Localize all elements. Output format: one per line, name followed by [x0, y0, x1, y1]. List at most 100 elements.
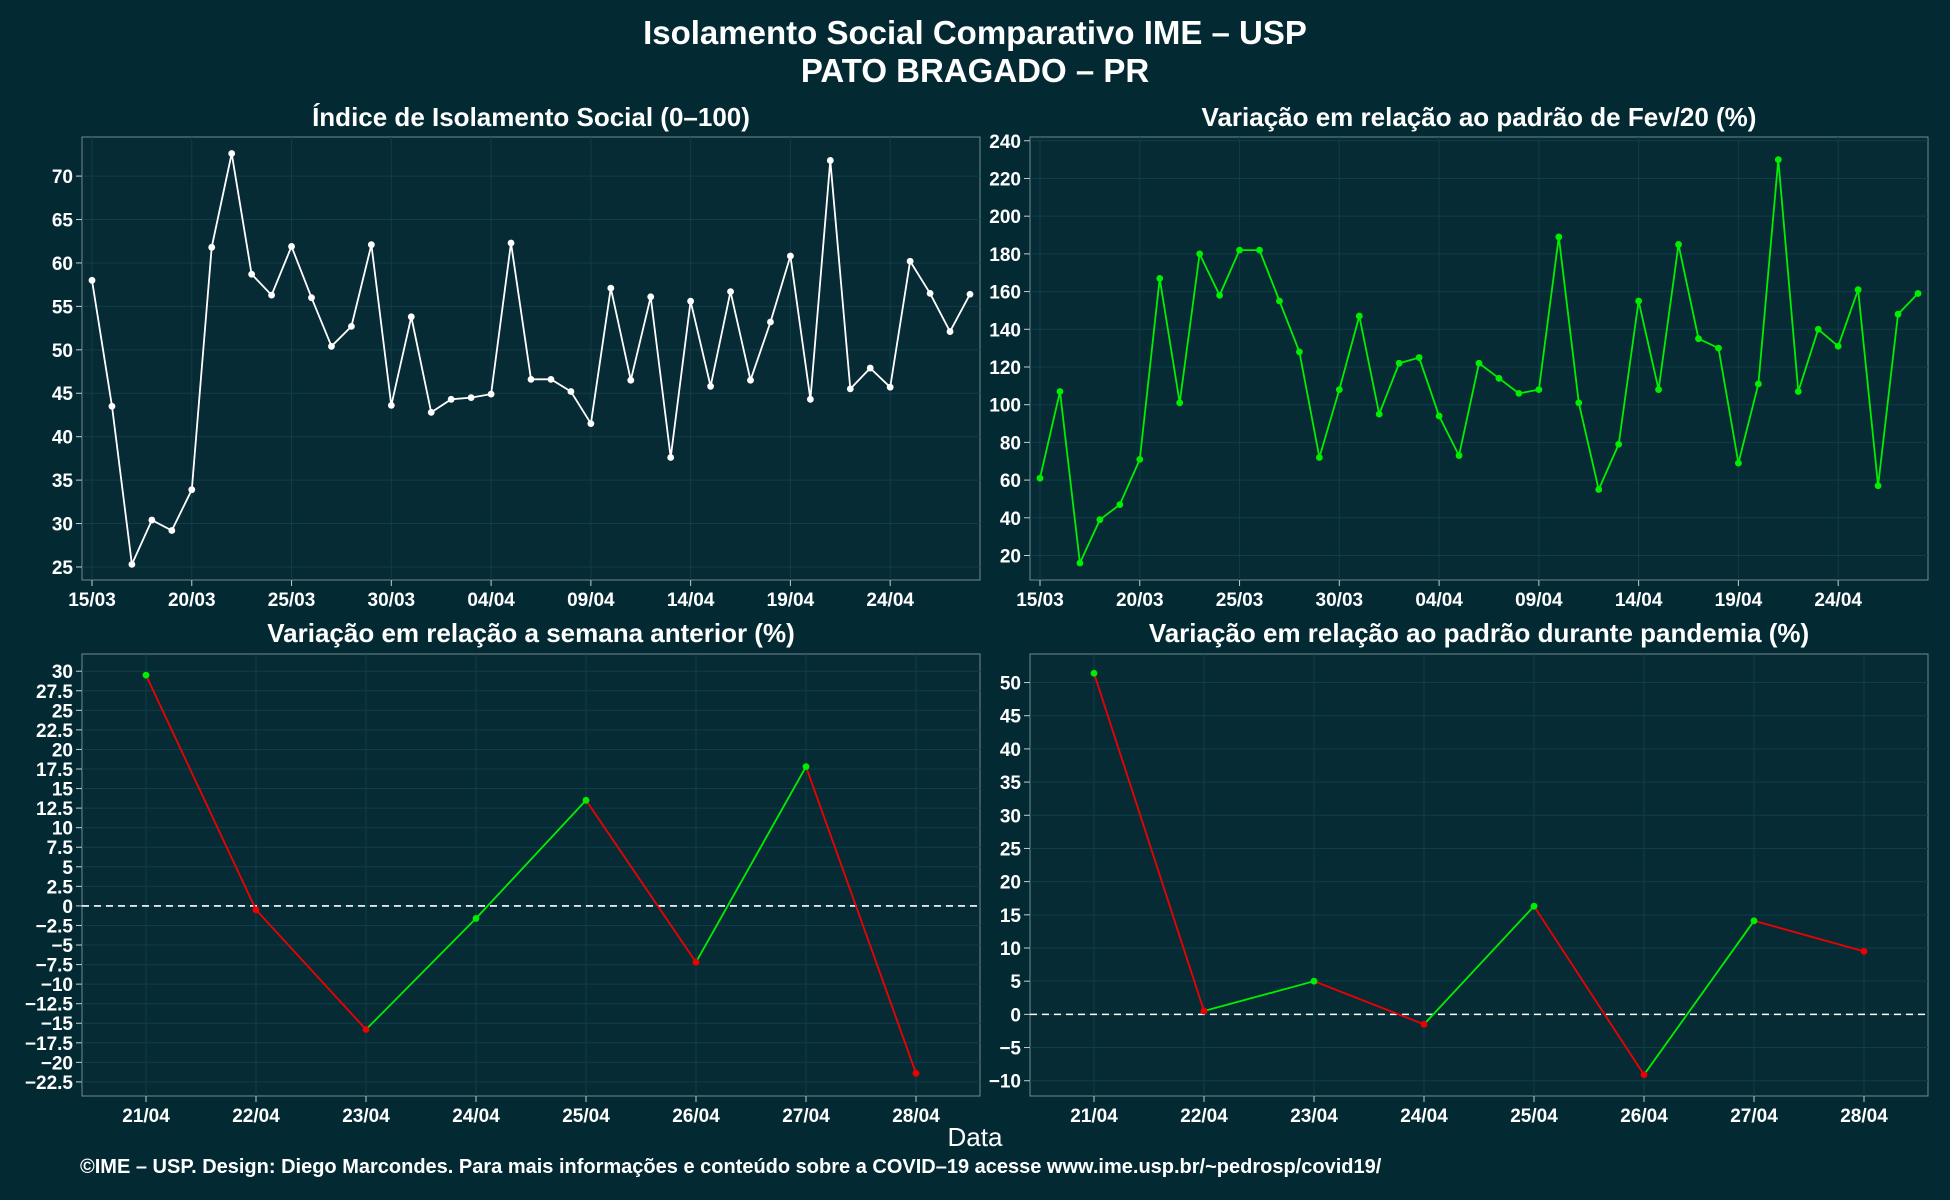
data-point — [906, 257, 914, 265]
data-point — [866, 364, 874, 372]
y-tick-label: −17.5 — [25, 1034, 74, 1055]
y-tick-label: 0 — [62, 897, 73, 918]
y-tick-label: 160 — [989, 283, 1021, 304]
data-point — [567, 388, 575, 395]
data-point — [1056, 388, 1064, 395]
data-point — [1615, 440, 1623, 448]
data-point — [328, 342, 335, 350]
data-point — [472, 915, 480, 922]
data-point — [1655, 386, 1662, 394]
data-point — [507, 239, 515, 247]
x-tick-label: 24/04 — [1400, 1106, 1448, 1127]
data-point — [108, 402, 116, 410]
x-tick-label: 27/04 — [1730, 1106, 1778, 1127]
y-tick-label: 40 — [52, 428, 73, 449]
y-tick-label: 30 — [52, 515, 73, 536]
y-tick-label: −5 — [999, 1039, 1021, 1060]
data-point — [1296, 348, 1303, 356]
data-point — [348, 322, 355, 330]
data-point — [1096, 516, 1104, 524]
data-point — [1036, 474, 1044, 482]
x-tick-label: 04/04 — [467, 590, 515, 611]
x-tick-label: 25/03 — [268, 590, 316, 611]
y-tick-label: −2.5 — [35, 916, 73, 937]
y-tick-label: 20 — [52, 740, 73, 761]
y-tick-label: 45 — [52, 384, 74, 405]
data-point — [268, 291, 275, 299]
data-point — [1735, 459, 1742, 467]
y-tick-label: −22.5 — [25, 1073, 74, 1094]
data-point — [582, 796, 590, 804]
x-tick-label: 27/04 — [782, 1106, 830, 1127]
data-point — [88, 276, 96, 284]
data-point — [1754, 380, 1762, 388]
data-point — [1090, 669, 1098, 677]
data-point — [727, 288, 734, 296]
data-point — [1874, 482, 1882, 490]
y-tick-label: 20 — [1000, 546, 1021, 567]
data-point — [707, 382, 714, 390]
y-tick-label: −10 — [989, 1072, 1021, 1093]
data-point — [966, 290, 974, 298]
series-segment — [1533, 905, 1645, 1076]
x-tick-label: 20/03 — [168, 590, 216, 611]
x-tick-label: 24/04 — [1814, 590, 1862, 611]
y-tick-label: 25 — [1000, 839, 1022, 860]
data-point — [1475, 359, 1483, 367]
x-tick-label: 09/04 — [567, 590, 615, 611]
data-point — [1535, 386, 1543, 394]
x-tick-label: 19/04 — [1715, 590, 1763, 611]
y-tick-label: −5 — [51, 936, 73, 957]
data-point — [1236, 246, 1243, 254]
data-point — [1076, 559, 1084, 567]
x-tick-label: 22/04 — [1180, 1106, 1228, 1127]
data-point — [1750, 917, 1758, 925]
x-tick-label: 30/03 — [368, 590, 416, 611]
data-point — [1894, 310, 1902, 318]
series-segment — [1203, 980, 1315, 1012]
data-point — [926, 289, 934, 297]
y-tick-label: 17.5 — [36, 760, 73, 781]
x-tick-label: 28/04 — [892, 1106, 940, 1127]
series-segment — [365, 917, 477, 1031]
data-point — [1774, 156, 1782, 164]
data-point — [886, 383, 894, 391]
data-point — [362, 1026, 370, 1033]
y-tick-label: 35 — [1000, 773, 1022, 794]
data-point — [1495, 374, 1503, 382]
y-tick-label: 5 — [1010, 972, 1021, 993]
x-tick-label: 24/04 — [866, 590, 914, 611]
y-tick-label: −10 — [41, 975, 73, 996]
x-tick-label: 23/04 — [1290, 1106, 1338, 1127]
data-point — [826, 157, 834, 164]
data-point — [1116, 501, 1124, 508]
data-point — [1834, 342, 1842, 350]
data-point — [1136, 455, 1144, 463]
data-point — [142, 671, 150, 679]
x-tick-label: 23/04 — [342, 1106, 390, 1127]
x-tick-label: 15/03 — [1016, 590, 1064, 611]
x-tick-label: 26/04 — [1620, 1106, 1668, 1127]
data-point — [647, 293, 655, 301]
x-tick-label: 28/04 — [1840, 1106, 1888, 1127]
data-point — [1395, 359, 1403, 367]
y-tick-label: 35 — [52, 471, 74, 492]
series-segment — [695, 766, 807, 963]
data-point — [1415, 354, 1423, 361]
x-axis-title: Data — [947, 1122, 1003, 1152]
data-point — [767, 318, 774, 326]
data-point — [1200, 1007, 1208, 1015]
data-point — [667, 454, 675, 461]
y-tick-label: −12.5 — [25, 995, 74, 1016]
x-tick-label: 25/04 — [562, 1106, 610, 1127]
data-point — [1256, 246, 1263, 254]
data-point — [188, 486, 196, 494]
y-tick-label: 40 — [1000, 740, 1021, 761]
y-tick-label: 5 — [62, 858, 73, 879]
plot-panel-previous_week_variation — [81, 653, 981, 1097]
y-tick-label: 120 — [989, 358, 1021, 379]
data-point — [427, 408, 435, 416]
data-point — [802, 763, 810, 771]
data-point — [308, 294, 315, 302]
x-tick-label: 25/04 — [1510, 1106, 1558, 1127]
